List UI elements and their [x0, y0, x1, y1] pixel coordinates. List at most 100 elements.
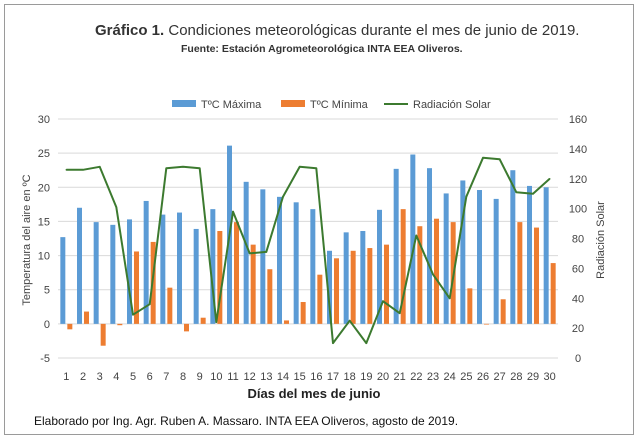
- x-tick-label: 8: [180, 371, 186, 383]
- bar-temp-max: [310, 209, 316, 324]
- y-left-tick-label: -5: [40, 353, 50, 365]
- radiation-point: [365, 342, 368, 344]
- x-tick-label: 28: [510, 371, 522, 383]
- y-left-tick-label: 25: [38, 148, 50, 160]
- radiation-point: [165, 167, 168, 170]
- x-tick-label: 1: [63, 371, 69, 383]
- x-tick-label: 13: [260, 371, 272, 383]
- bar-temp-min: [500, 299, 506, 324]
- legend-label: TºC Máxima: [201, 99, 262, 111]
- radiation-point: [332, 342, 334, 344]
- radiation-point: [448, 297, 451, 300]
- bar-temp-min: [400, 209, 406, 324]
- bar-temp-max: [60, 237, 66, 324]
- x-tick-label: 27: [494, 371, 506, 383]
- x-tick-label: 9: [197, 371, 203, 383]
- radiation-point: [98, 166, 101, 168]
- bar-temp-max: [260, 189, 266, 324]
- y-left-tick-label: 5: [44, 285, 50, 297]
- legend-label: TºC Mínima: [310, 99, 369, 111]
- legend-swatch-max: [172, 100, 196, 107]
- radiation-point: [182, 166, 184, 168]
- bar-temp-max: [93, 222, 99, 324]
- x-tick-label: 4: [113, 371, 119, 383]
- chart-title: Gráfico 1. Condiciones meteorológicas du…: [95, 22, 579, 39]
- bar-temp-max: [543, 187, 549, 324]
- bar-temp-min: [200, 317, 206, 324]
- bar-temp-max: [377, 209, 382, 324]
- radiation-point: [215, 321, 218, 323]
- bar-temp-max: [460, 180, 466, 324]
- chart-title-rest: Condiciones meteorológicas durante el me…: [164, 22, 579, 39]
- chart-subtitle: Fuente: Estación Agrometeorológica INTA …: [181, 43, 463, 55]
- bar-temp-max: [127, 219, 132, 324]
- radiation-point: [115, 206, 118, 208]
- bar-temp-max: [393, 168, 399, 324]
- y-right-tick-label: 20: [572, 323, 584, 335]
- bar-temp-min: [84, 311, 89, 324]
- radiation-point: [148, 303, 151, 306]
- chart-frame: [4, 4, 634, 435]
- x-tick-label: 17: [327, 371, 339, 383]
- bar-temp-max: [327, 250, 332, 324]
- radiation-point: [465, 195, 468, 198]
- x-tick-label: 5: [130, 371, 136, 383]
- legend-label: Radiación Solar: [413, 99, 491, 111]
- radiation-point: [132, 313, 134, 316]
- x-tick-label: 20: [377, 371, 389, 383]
- bar-temp-min: [167, 287, 173, 324]
- bar-temp-min: [67, 323, 73, 330]
- radiation-point: [298, 166, 301, 168]
- bar-temp-min: [234, 222, 239, 324]
- bar-temp-max: [493, 198, 499, 324]
- radiation-point: [82, 168, 84, 171]
- radiation-point: [398, 312, 401, 314]
- bar-temp-min: [484, 323, 489, 325]
- bar-temp-min: [367, 248, 373, 324]
- x-tick-label: 14: [277, 371, 289, 383]
- y-right-tick-label: 160: [569, 114, 587, 126]
- x-tick-label: 16: [310, 371, 322, 383]
- bar-temp-max: [177, 212, 182, 324]
- bar-temp-max: [510, 170, 516, 324]
- y-right-tick-label: 0: [575, 353, 581, 365]
- y-axis-left-label: Temperatura del aire en ºC: [21, 174, 33, 305]
- radiation-point: [548, 177, 551, 180]
- x-tick-label: 12: [244, 371, 256, 383]
- radiation-point: [432, 273, 434, 276]
- bar-temp-max: [143, 200, 149, 324]
- y-right-tick-label: 60: [572, 263, 584, 275]
- gridlines: [58, 118, 558, 359]
- bar-temp-max: [293, 202, 299, 324]
- bar-temp-max: [360, 230, 366, 324]
- x-tick-label: 6: [147, 371, 153, 383]
- radiation-point: [248, 252, 251, 255]
- y-left-tick-label: 0: [44, 319, 50, 331]
- x-tick-label: 10: [210, 371, 222, 383]
- y-left-tick-label: 30: [38, 114, 50, 126]
- x-tick-label: 30: [544, 371, 556, 383]
- bar-temp-min: [267, 269, 273, 324]
- bar-temp-min: [534, 227, 539, 324]
- radiation-line-layer: [65, 156, 551, 345]
- y-left-tick-label: 20: [38, 182, 50, 194]
- radiation-point: [515, 191, 518, 193]
- bar-temp-min: [184, 323, 189, 332]
- y-right-tick-label: 140: [569, 144, 587, 156]
- bar-temp-min: [117, 323, 123, 326]
- bar-temp-min: [517, 222, 523, 324]
- y-left-tick-label: 10: [38, 251, 50, 263]
- y-left-tick-label: 15: [38, 216, 50, 228]
- bar-temp-max: [477, 190, 482, 324]
- x-tick-label: 22: [410, 371, 422, 383]
- legend-swatch-min: [281, 100, 305, 107]
- x-tick-label: 11: [227, 371, 238, 383]
- chart-legend: TºC Máxima TºC Mínima Radiación Solar: [172, 99, 491, 111]
- y-right-tick-label: 100: [569, 204, 587, 216]
- radiation-point: [348, 319, 351, 322]
- bar-temp-max: [110, 224, 116, 324]
- bars: [60, 145, 556, 346]
- radiation-point: [482, 157, 484, 159]
- bar-temp-min: [417, 226, 423, 324]
